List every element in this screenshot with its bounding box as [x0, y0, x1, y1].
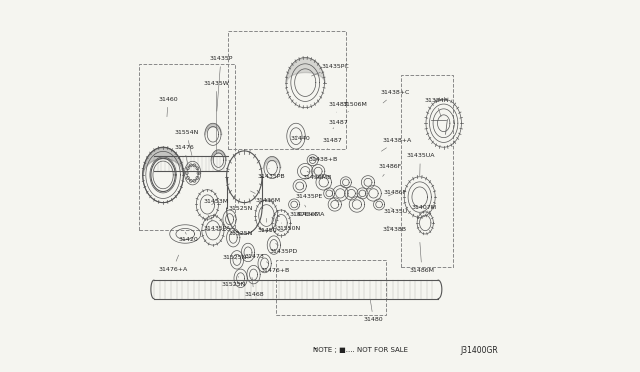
Text: 31525N: 31525N	[228, 231, 253, 237]
Text: 31486F: 31486F	[378, 164, 401, 176]
Text: 31435PB: 31435PB	[257, 169, 285, 179]
Text: 31525N: 31525N	[221, 276, 245, 288]
Text: 31384A: 31384A	[424, 98, 448, 117]
Text: 31435PC: 31435PC	[312, 64, 349, 76]
Text: 31407M: 31407M	[412, 205, 436, 215]
Text: 31436MA: 31436MA	[295, 205, 324, 217]
Text: 31435PD: 31435PD	[270, 243, 298, 254]
Text: 31476+B: 31476+B	[260, 262, 289, 273]
Text: NOTE ; ■.... NOT FOR SALE: NOTE ; ■.... NOT FOR SALE	[312, 347, 408, 353]
Text: 31476: 31476	[174, 145, 194, 167]
Text: 31473: 31473	[244, 254, 264, 259]
Text: 31487: 31487	[323, 138, 342, 149]
Text: 31435W: 31435W	[204, 81, 230, 154]
Text: 31476+C: 31476+C	[290, 206, 319, 217]
Text: 31460: 31460	[158, 97, 178, 117]
Text: 31438+A: 31438+A	[381, 138, 412, 151]
Text: 31525N: 31525N	[222, 256, 246, 260]
Text: 31486F: 31486F	[384, 190, 407, 196]
Text: 31435UA: 31435UA	[406, 153, 435, 176]
Text: 31438+C: 31438+C	[380, 90, 410, 103]
Text: 31436M: 31436M	[250, 191, 280, 202]
Text: 31436MB: 31436MB	[303, 171, 332, 180]
Text: 31487: 31487	[328, 120, 348, 129]
Text: 31438B: 31438B	[382, 226, 406, 232]
Text: 31525N: 31525N	[228, 206, 253, 217]
Text: 31487: 31487	[328, 102, 348, 112]
Text: 31506M: 31506M	[343, 102, 368, 112]
Text: 31550N: 31550N	[276, 223, 301, 231]
Text: 31435U: 31435U	[384, 208, 408, 214]
Text: 31440: 31440	[291, 136, 310, 141]
Text: 31480: 31480	[364, 299, 383, 322]
Text: 31435PA: 31435PA	[204, 219, 231, 231]
Text: 31468: 31468	[244, 278, 264, 298]
Text: 31554N: 31554N	[174, 130, 198, 155]
Text: 31420: 31420	[179, 232, 198, 242]
Text: 31435P: 31435P	[209, 56, 232, 111]
Text: 31476+A: 31476+A	[158, 255, 188, 272]
Text: 31450: 31450	[257, 218, 277, 233]
Text: 31453M: 31453M	[204, 199, 229, 205]
Text: 31438+B: 31438+B	[308, 157, 337, 162]
Text: J31400GR: J31400GR	[460, 346, 498, 355]
Text: 31435PE: 31435PE	[295, 188, 323, 199]
Text: 31486M: 31486M	[410, 242, 435, 273]
